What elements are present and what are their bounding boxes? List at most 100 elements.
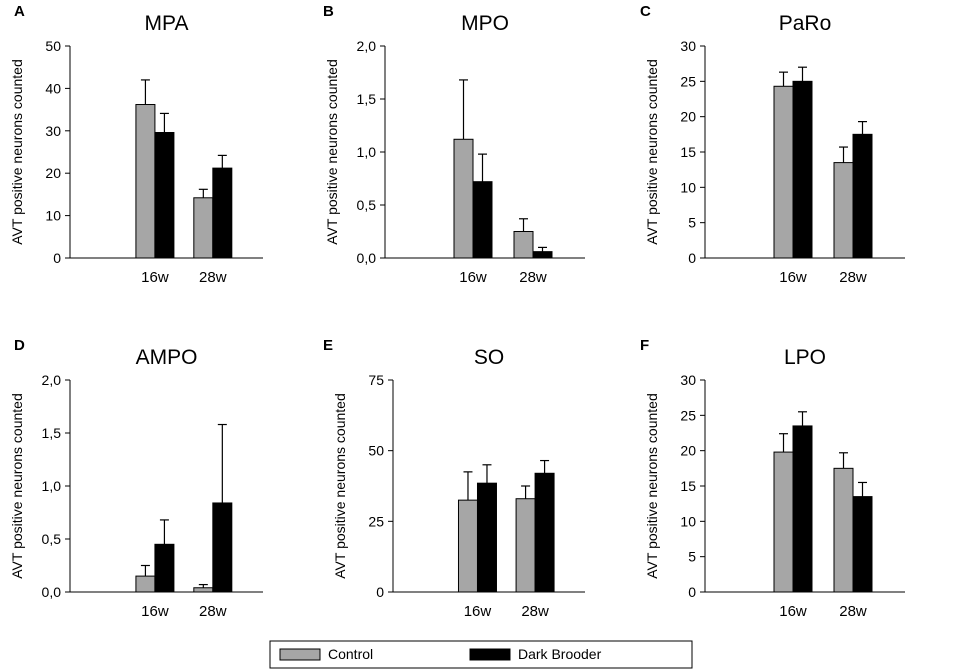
panel-a: A MPA AVT positive neurons counted 0 10 20 30 4…: [9, 3, 263, 286]
x-tick-label: 28w: [839, 269, 867, 286]
x-tick-label: 28w: [199, 269, 227, 286]
bar-dark-brooder-16w: [472, 181, 493, 259]
y-tick-label: 40: [45, 80, 61, 96]
panel-letter: D: [14, 337, 25, 354]
y-tick-label: 75: [368, 372, 384, 388]
bar-dark-brooder-16w: [154, 543, 175, 593]
panel-d: D AMPO AVT positive neurons counted 0,0 0,5 1…: [9, 337, 263, 620]
y-axis-label: AVT positive neurons counted: [332, 393, 348, 579]
panel-letter: B: [323, 3, 334, 20]
y-axis-label: AVT positive neurons counted: [644, 393, 660, 579]
bar-control-16w: [773, 451, 794, 593]
bar-dark-brooder-28w: [852, 496, 873, 593]
y-tick-label: 0,0: [42, 584, 62, 600]
y-tick-label: 25: [680, 407, 696, 423]
y-tick-label: 0: [53, 250, 61, 266]
bar-dark-brooder-16w: [792, 80, 813, 259]
x-tick-label: 28w: [519, 269, 547, 286]
bar-dark-brooder-16w: [476, 482, 497, 593]
x-tick-label: 16w: [779, 603, 807, 620]
bar-control-16w: [135, 575, 156, 593]
y-tick-label: 2,0: [42, 372, 62, 388]
y-tick-label: 25: [680, 73, 696, 89]
y-tick-label: 0,5: [42, 531, 62, 547]
bar-control-28w: [193, 587, 214, 593]
bar-control-16w: [135, 104, 156, 259]
y-tick-label: 1,5: [42, 425, 62, 441]
panel-f: F LPO AVT positive neurons counted 0 5 10 15 20…: [640, 337, 905, 620]
y-tick-label: 30: [680, 38, 696, 54]
y-axis-label: AVT positive neurons counted: [324, 59, 340, 245]
panel-title: MPA: [145, 12, 189, 35]
y-tick-label: 0: [688, 250, 696, 266]
y-tick-label: 20: [680, 109, 696, 125]
bar-control-28w: [833, 162, 854, 259]
bar-control-28w: [193, 197, 214, 259]
y-tick-label: 30: [680, 372, 696, 388]
legend-swatch-control: [279, 648, 321, 661]
x-tick-label: 28w: [199, 603, 227, 620]
bar-dark-brooder-28w: [212, 502, 233, 593]
legend-label-dark-brooder: Dark Brooder: [518, 646, 602, 662]
bar-control-28w: [513, 231, 534, 259]
panel-title: PaRo: [779, 12, 832, 35]
x-tick-label: 28w: [521, 603, 549, 620]
y-axis-label: AVT positive neurons counted: [644, 59, 660, 245]
panel-c: C PaRo AVT positive neurons counted 0 5 10 15 2…: [640, 3, 905, 286]
bar-dark-brooder-16w: [154, 131, 175, 259]
y-axis-label: AVT positive neurons counted: [9, 59, 25, 245]
x-tick-label: 16w: [459, 269, 487, 286]
y-tick-label: 0: [376, 584, 384, 600]
bar-control-28w: [833, 467, 854, 593]
panels-group: A MPA AVT positive neurons counted 0 10 20 30 4…: [9, 3, 905, 620]
y-tick-label: 10: [680, 513, 696, 529]
x-tick-label: 16w: [464, 603, 492, 620]
y-tick-label: 15: [680, 144, 696, 160]
y-tick-label: 1,0: [357, 144, 377, 160]
y-tick-label: 1,0: [42, 478, 62, 494]
x-tick-label: 16w: [141, 269, 169, 286]
y-tick-label: 50: [45, 38, 61, 54]
panel-title: LPO: [784, 346, 826, 369]
bar-control-16w: [453, 138, 474, 259]
y-tick-label: 25: [368, 513, 384, 529]
x-tick-label: 28w: [839, 603, 867, 620]
y-tick-label: 15: [680, 478, 696, 494]
panel-title: MPO: [461, 12, 509, 35]
x-tick-label: 16w: [141, 603, 169, 620]
y-axis-label: AVT positive neurons counted: [9, 393, 25, 579]
y-tick-label: 0: [688, 584, 696, 600]
x-tick-label: 16w: [779, 269, 807, 286]
bar-dark-brooder-28w: [532, 251, 553, 259]
panel-b: B MPO AVT positive neurons counted 0,0 0,5 1,…: [323, 3, 585, 286]
bar-dark-brooder-28w: [534, 472, 555, 593]
panel-letter: C: [640, 3, 651, 20]
y-tick-label: 50: [368, 443, 384, 459]
panel-title: AMPO: [136, 346, 198, 369]
y-tick-label: 10: [45, 208, 61, 224]
bar-control-16w: [773, 85, 794, 259]
legend-label-control: Control: [328, 646, 373, 662]
bar-dark-brooder-28w: [852, 133, 873, 259]
y-tick-label: 10: [680, 179, 696, 195]
y-tick-label: 5: [688, 215, 696, 231]
panel-e: E SO AVT positive neurons counted 0 25 50 75 16…: [323, 337, 585, 620]
y-tick-label: 1,5: [357, 91, 377, 107]
legend: Control Dark Brooder: [269, 640, 693, 669]
legend-swatch-dark-brooder: [469, 648, 511, 661]
bar-dark-brooder-28w: [212, 167, 233, 259]
bar-control-16w: [457, 499, 478, 593]
panel-letter: F: [640, 337, 649, 354]
y-tick-label: 0,5: [357, 197, 377, 213]
y-tick-label: 30: [45, 123, 61, 139]
bar-dark-brooder-16w: [792, 425, 813, 593]
y-tick-label: 20: [680, 443, 696, 459]
panel-letter: E: [323, 337, 333, 354]
y-tick-label: 20: [45, 165, 61, 181]
bar-control-28w: [515, 498, 536, 593]
y-tick-label: 5: [688, 549, 696, 565]
y-tick-label: 2,0: [357, 38, 377, 54]
panel-letter: A: [14, 3, 25, 20]
panel-title: SO: [474, 346, 504, 369]
